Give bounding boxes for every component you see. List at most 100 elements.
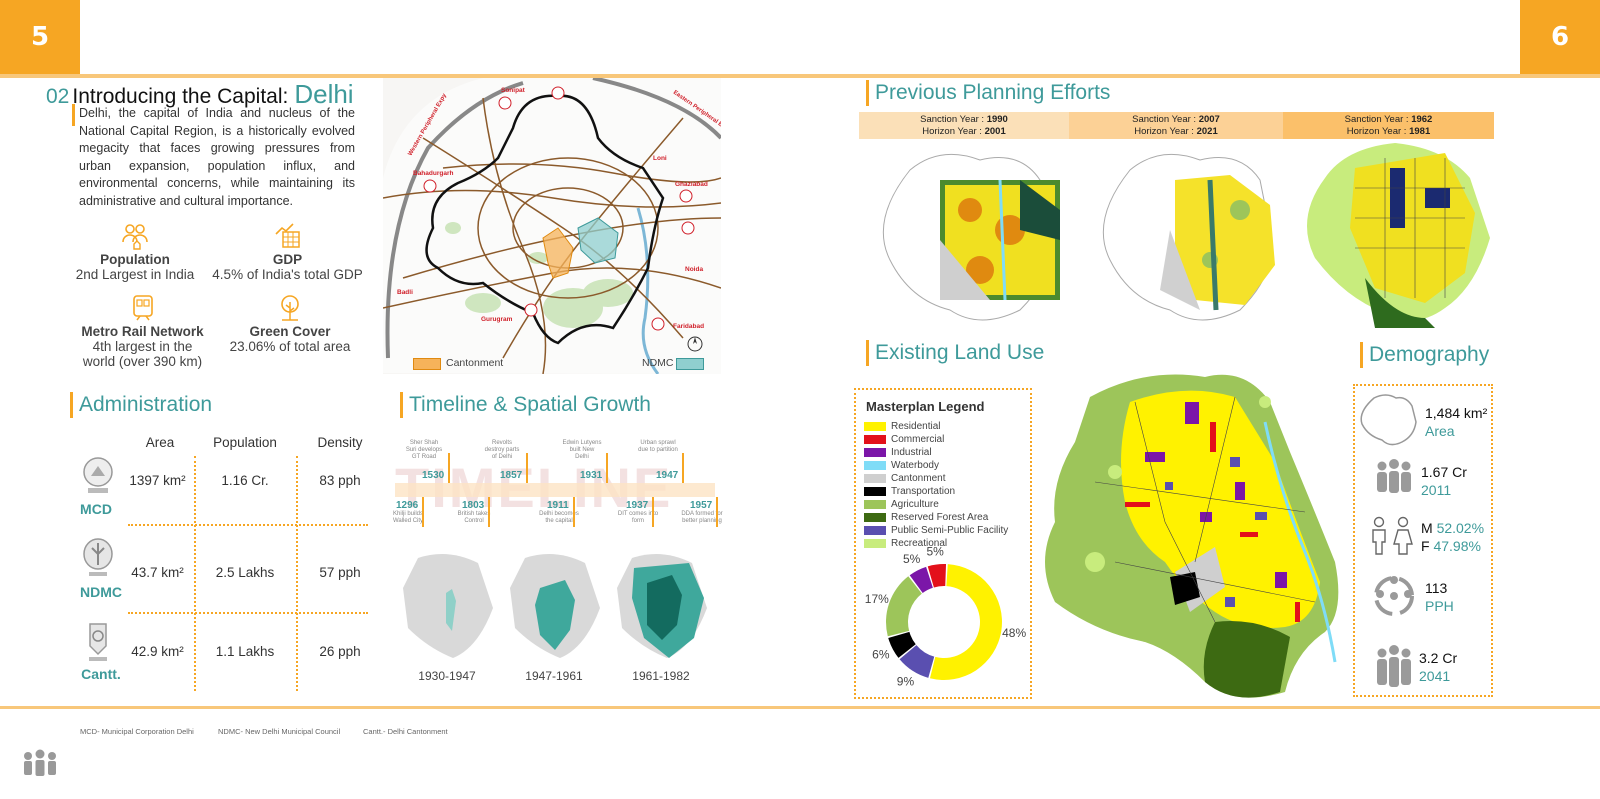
timeline-note: Delhi becomes the capital xyxy=(539,511,579,524)
timeline-year: 1803 xyxy=(462,500,485,511)
legend-swatch xyxy=(864,422,886,431)
population-icon xyxy=(121,222,149,250)
plan-map-1981 xyxy=(1295,138,1495,330)
land-use-legend: Residential Commercial Industrial Waterbody… xyxy=(864,420,1029,550)
growth-map-1961 xyxy=(612,548,710,660)
growth-map-1947 xyxy=(505,548,603,660)
growth-map-label: 1947-1961 xyxy=(525,669,583,683)
indicator-population: Population 2nd Largest in India xyxy=(70,222,200,282)
legend-item: Reserved Forest Area xyxy=(864,511,1029,524)
donut-label: 5% xyxy=(903,552,921,566)
previous-planning-title: Previous Planning Efforts xyxy=(866,80,1110,106)
legend-item: Recreational xyxy=(864,537,1029,550)
indicator-value: 4.5% of India's total GDP xyxy=(212,267,363,282)
legend-swatch xyxy=(864,487,886,496)
land-use-title: Existing Land Use xyxy=(866,340,1044,366)
adm-area: 42.9 km² xyxy=(131,644,184,659)
svg-text:Faridabad: Faridabad xyxy=(673,323,704,330)
timeline-tick xyxy=(526,453,528,483)
adm-divider xyxy=(128,524,368,526)
adm-divider xyxy=(128,612,368,614)
timeline-title: Timeline & Spatial Growth xyxy=(400,392,651,418)
demography-pop2041-label: 2041 xyxy=(1419,668,1451,684)
legend-item: Commercial xyxy=(864,433,1029,446)
legend-item: Waterbody xyxy=(864,459,1029,472)
plan-horizon-year: Horizon Year : 1981 xyxy=(1346,126,1431,137)
people-icon xyxy=(1374,459,1414,495)
demography-pop2011-value: 1.67 Cr xyxy=(1421,464,1467,480)
indicator-title: Green Cover xyxy=(249,324,331,339)
plan-band: Sanction Year : 2007 Horizon Year : 2021 xyxy=(1069,112,1283,139)
svg-text:Gurugram: Gurugram xyxy=(481,316,513,323)
timeline-year: 1530 xyxy=(422,470,445,481)
legend-item: Transportation xyxy=(864,485,1029,498)
timeline-year: 1911 xyxy=(547,500,569,511)
intro-section: 02 Introducing the Capital: Delhi xyxy=(46,79,366,110)
svg-text:Badli: Badli xyxy=(397,289,413,296)
adm-density: 57 pph xyxy=(319,565,361,580)
legend-item: Residential xyxy=(864,420,1029,433)
timeline-note: Sher Shah Suri develops GT Road xyxy=(405,440,443,460)
donut-slice xyxy=(886,576,922,637)
donut-slice xyxy=(929,564,1002,680)
cantonment-emblem-icon xyxy=(82,620,114,664)
legend-item: Agriculture xyxy=(864,498,1029,511)
plan-map-2001 xyxy=(870,140,1070,330)
delhi-location-map: Sonipat Bahadurgarh Loni Ghaziabad Noida Far… xyxy=(382,76,732,375)
indicator-title: Population xyxy=(100,252,170,267)
adm-name-mcd: MCD xyxy=(80,501,112,517)
timeline-note: Khilji builds Walled City xyxy=(392,511,424,524)
timeline-year: 1296 xyxy=(396,500,419,511)
timeline-tick xyxy=(652,497,654,527)
donut-label: 5% xyxy=(927,545,945,559)
timeline-note: Urban sprawl due to partition xyxy=(638,440,678,453)
adm-area: 43.7 km² xyxy=(131,565,184,580)
land-use-legend-box xyxy=(854,388,1032,699)
bottom-divider xyxy=(0,706,1600,709)
svg-text:Sonipat: Sonipat xyxy=(501,87,526,94)
timeline-year: 1957 xyxy=(690,500,713,511)
intro-accent xyxy=(72,104,75,126)
legend-label: Reserved Forest Area xyxy=(891,512,989,523)
legend-swatch xyxy=(864,474,886,483)
female-value: 47.98% xyxy=(1433,538,1481,554)
timeline-year: 1857 xyxy=(500,470,523,481)
legend-cantonment-swatch xyxy=(413,358,441,370)
svg-text:Noida: Noida xyxy=(685,266,703,273)
donut-slice xyxy=(888,631,916,658)
indicator-value: 4th largest in the world (over 390 km) xyxy=(82,339,203,369)
timeline-tick xyxy=(488,497,490,527)
legend-swatch xyxy=(864,435,886,444)
demography-title: Demography xyxy=(1360,342,1489,368)
top-divider xyxy=(0,74,1600,78)
donut-label: 6% xyxy=(872,647,890,661)
svg-text:Ghaziabad: Ghaziabad xyxy=(675,181,708,188)
adm-divider xyxy=(296,456,298,691)
density-icon xyxy=(1370,570,1418,618)
compass-icon xyxy=(687,336,703,352)
demography-density-label: PPH xyxy=(1425,598,1454,614)
male-prefix: M xyxy=(1421,520,1433,536)
intro-title: Introducing the Capital: xyxy=(72,85,289,108)
page-number-left: 5 xyxy=(0,0,80,74)
indicator-value: 2nd Largest in India xyxy=(75,267,195,282)
timeline-year: 1947 xyxy=(656,470,679,481)
donut-slice xyxy=(909,566,933,593)
indicator-gdp: GDP 4.5% of India's total GDP xyxy=(210,222,365,282)
svg-text:Bahadurgarh: Bahadurgarh xyxy=(413,170,453,177)
legend-label: Waterbody xyxy=(891,460,939,471)
timeline-note: DDA formed for better planning xyxy=(681,511,723,524)
plan-sanction-year: Sanction Year : 1990 xyxy=(920,114,1008,125)
donut-slice xyxy=(899,645,935,678)
timeline-axis xyxy=(395,483,715,497)
timeline-note: Revolts destroy parts of Delhi xyxy=(484,440,520,460)
people-icon xyxy=(1374,644,1414,690)
footnote-ndmc: NDMC- New Delhi Municipal Council xyxy=(218,727,341,736)
legend-ndmc-swatch xyxy=(676,358,704,370)
gender-icon xyxy=(1365,516,1419,556)
timeline-note: British takes Control xyxy=(457,511,491,524)
adm-density: 26 pph xyxy=(319,644,361,659)
adm-divider xyxy=(194,456,196,691)
demography-area-value: 1,484 km² xyxy=(1425,405,1488,421)
mcd-emblem-icon xyxy=(80,456,116,496)
